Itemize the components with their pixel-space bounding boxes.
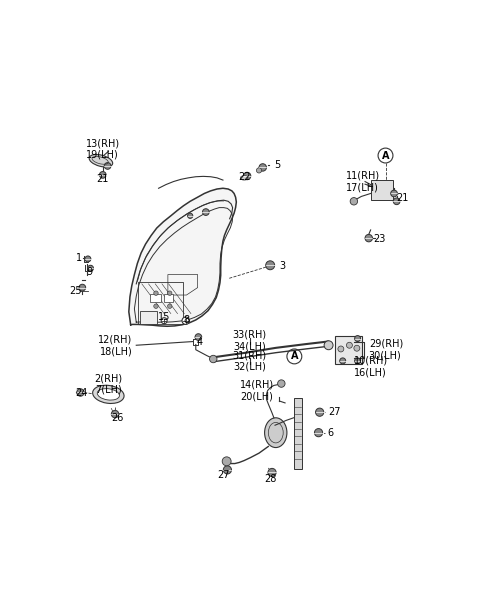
Polygon shape [129,188,236,326]
Bar [294,398,302,468]
Circle shape [350,198,358,205]
Text: 10(RH)
16(LH): 10(RH) 16(LH) [354,356,388,377]
Text: 5: 5 [274,160,280,170]
Ellipse shape [93,386,124,403]
Text: 21: 21 [396,193,408,203]
Circle shape [79,284,85,291]
Ellipse shape [264,418,287,448]
Circle shape [168,304,172,309]
Text: A: A [382,151,389,160]
Ellipse shape [240,176,248,180]
Text: A: A [290,351,298,361]
Circle shape [256,168,262,173]
Text: 14(RH)
20(LH): 14(RH) 20(LH) [240,380,274,401]
Bar [335,336,362,364]
Circle shape [314,429,323,437]
Circle shape [277,380,285,387]
Text: 25: 25 [70,286,82,296]
Text: 4: 4 [196,337,203,347]
Text: 29(RH)
30(LH): 29(RH) 30(LH) [369,339,403,361]
Text: 6: 6 [328,428,334,437]
Circle shape [203,209,209,215]
Text: 12(RH)
18(LH): 12(RH) 18(LH) [98,334,132,356]
Text: 3: 3 [279,261,286,271]
Circle shape [355,358,360,364]
Circle shape [161,318,167,324]
Ellipse shape [97,389,120,400]
Circle shape [77,389,84,396]
Text: 27: 27 [217,470,230,481]
Circle shape [365,234,372,242]
Circle shape [85,256,91,262]
Circle shape [315,408,324,416]
Circle shape [324,341,333,350]
Circle shape [340,358,346,364]
Text: 33(RH)
34(LH): 33(RH) 34(LH) [233,330,267,351]
Circle shape [259,163,266,171]
Circle shape [210,355,217,363]
Circle shape [393,198,400,204]
Circle shape [182,317,190,325]
Circle shape [243,172,251,180]
Text: 28: 28 [264,474,276,484]
Circle shape [222,457,231,466]
Text: 24: 24 [75,388,87,398]
Circle shape [104,163,111,170]
Text: 13(RH)
19(LH): 13(RH) 19(LH) [86,138,120,160]
Text: 23: 23 [374,234,386,244]
Text: 31(RH)
32(LH): 31(RH) 32(LH) [233,350,267,371]
Circle shape [347,342,352,348]
Text: 11(RH)
17(LH): 11(RH) 17(LH) [347,171,381,192]
Circle shape [195,334,202,340]
Circle shape [338,346,344,352]
Text: 27: 27 [328,407,340,417]
Circle shape [111,411,119,418]
Circle shape [355,336,360,342]
Text: 8: 8 [183,315,190,325]
Circle shape [223,466,231,474]
Bar [140,310,157,324]
Bar [164,294,173,303]
Ellipse shape [89,154,113,167]
Circle shape [154,304,158,309]
Circle shape [354,345,360,351]
Circle shape [268,468,276,476]
Text: 15: 15 [158,312,170,322]
Circle shape [391,190,397,197]
Circle shape [154,291,158,295]
Text: 22: 22 [238,172,251,182]
Text: 21: 21 [96,174,109,184]
FancyBboxPatch shape [371,180,393,200]
Circle shape [188,213,193,218]
Text: 1: 1 [76,253,83,263]
Text: 9: 9 [86,267,92,277]
Circle shape [99,171,106,178]
Circle shape [266,261,275,270]
Circle shape [168,291,172,295]
Bar [150,294,161,303]
Circle shape [87,265,94,271]
Text: 26: 26 [111,413,124,423]
Text: 2(RH)
7(LH): 2(RH) 7(LH) [94,373,122,395]
